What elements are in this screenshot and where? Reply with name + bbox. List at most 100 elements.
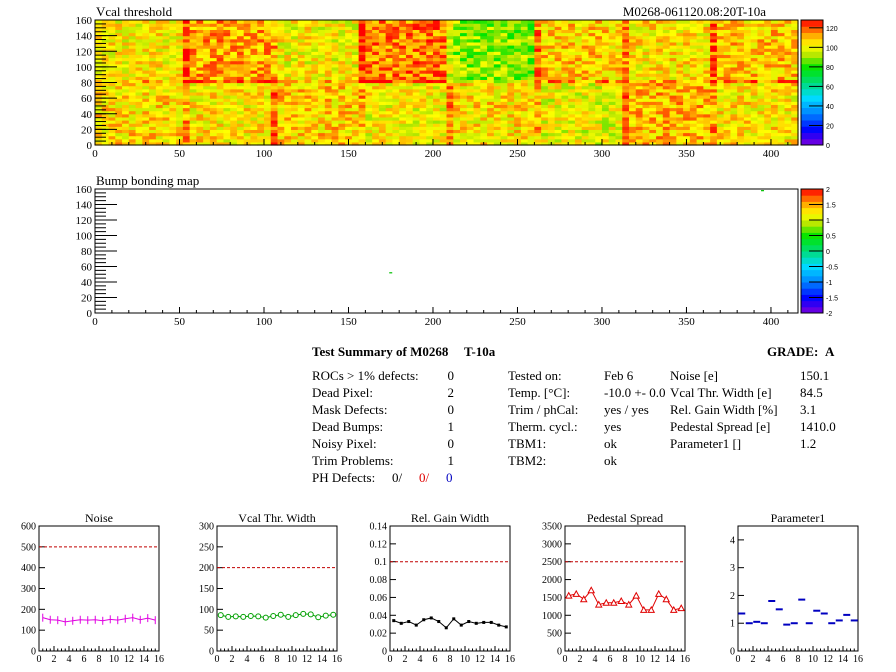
x-tick-label: 6 (433, 654, 438, 665)
data-point (330, 611, 337, 618)
y-tick-label: 0.02 (370, 629, 388, 640)
test-row-label: Tested on: (508, 368, 562, 383)
y-tick-label: 2 (730, 591, 735, 602)
result-row-value: 1.2 (800, 436, 817, 451)
colorbar-cell (801, 207, 823, 215)
colorbar-tick-label: 1 (826, 218, 830, 225)
data-point (467, 620, 471, 624)
x-tick-label: 14 (139, 654, 149, 665)
result-row-label: Parameter1 [] (670, 436, 742, 451)
y-tick-label: 3 (730, 563, 735, 574)
x-tick-label: 14 (490, 654, 500, 665)
y-tick-label: 1 (730, 619, 735, 630)
small-plot-frame (737, 525, 859, 652)
x-tick-label: 250 (509, 148, 526, 160)
result-row-label: Pedestal Spread [e] (670, 419, 771, 434)
test-row-value: ok (604, 436, 617, 451)
y-tick-label: 140 (76, 200, 93, 212)
y-tick-label: 0 (730, 647, 735, 658)
colorbar-cell (801, 220, 823, 227)
x-tick-label: 16 (154, 654, 164, 665)
colorbar-cell (801, 88, 823, 96)
data-point (277, 611, 284, 618)
colorbar-tick-label: 0 (826, 143, 830, 150)
y-tick-label: 100 (76, 62, 93, 74)
y-tick-label: 0.06 (370, 593, 388, 604)
summary-row-label: Dead Bumps: (312, 419, 384, 434)
colorbar-cell (801, 126, 823, 133)
y-tick-label: 0 (31, 647, 36, 658)
data-point (392, 619, 396, 623)
x-tick-label: 300 (594, 148, 611, 160)
colorbar-tick-label: 100 (826, 45, 838, 52)
x-tick-label: 4 (593, 654, 598, 665)
x-tick-label: 6 (781, 654, 786, 665)
x-tick-label: 0 (37, 654, 42, 665)
small-plot-title: Noise (85, 511, 113, 525)
colorbar-cell (801, 107, 823, 115)
x-tick-label: 6 (82, 654, 87, 665)
x-tick-label: 50 (174, 148, 186, 160)
data-point (609, 598, 618, 606)
ph-defects-value-1: 0/ (392, 470, 403, 485)
data-point (482, 620, 486, 624)
data-point (399, 621, 403, 625)
data-point (474, 621, 478, 625)
y-tick-label: 60 (81, 262, 93, 274)
y-tick-label: 0.14 (370, 522, 388, 533)
x-tick-label: 200 (425, 148, 442, 160)
data-point (594, 600, 603, 608)
data-point (270, 613, 277, 619)
y-tick-label: 0 (209, 647, 214, 658)
x-tick-label: 4 (418, 654, 423, 665)
y-tick-label: 600 (21, 522, 36, 533)
test-row-label: TBM1: (508, 436, 547, 451)
x-tick-label: 14 (665, 654, 675, 665)
data-point (322, 612, 329, 619)
colorbar-cell (801, 101, 823, 108)
y-tick-label: 0 (557, 647, 562, 658)
test-row-value: ok (604, 453, 617, 468)
small-plot-title: Rel. Gain Width (411, 511, 489, 525)
summary-title: Test Summary of M0268 (312, 344, 449, 359)
y-tick-label: 140 (76, 31, 93, 43)
small-plot-frame (38, 525, 160, 652)
test-row-label: Therm. cycl.: (508, 419, 578, 434)
x-tick-label: 2 (230, 654, 235, 665)
data-point (407, 620, 411, 624)
y-tick-label: 100 (21, 626, 36, 637)
test-row-value: -10.0 +- 0.0 (604, 385, 666, 400)
y-tick-label: 250 (199, 542, 214, 553)
x-tick-label: 400 (763, 316, 780, 328)
colorbar-cell (801, 95, 823, 102)
colorbar-cell (801, 113, 823, 121)
x-tick-label: 8 (796, 654, 801, 665)
data-point (459, 623, 463, 627)
y-tick-label: 0.12 (370, 539, 388, 550)
colorbar-cell (801, 38, 823, 46)
test-row-value: yes / yes (604, 402, 649, 417)
summary-row-value: 0 (447, 368, 455, 383)
colorbar-cell (801, 70, 823, 77)
x-tick-label: 16 (853, 654, 863, 665)
x-tick-label: 0 (563, 654, 568, 665)
ph-defects-label: PH Defects: (312, 470, 376, 485)
summary-row-value: 0 (447, 402, 455, 417)
data-point (437, 620, 441, 624)
data-point (247, 613, 254, 619)
test-row-value: Feb 6 (604, 368, 634, 383)
data-point (217, 612, 224, 619)
x-tick-label: 400 (763, 148, 780, 160)
x-tick-label: 150 (340, 316, 357, 328)
colorbar-cell (801, 300, 823, 308)
colorbar-tick-label: 20 (826, 123, 834, 130)
x-tick-label: 10 (635, 654, 645, 665)
x-tick-label: 14 (317, 654, 327, 665)
data-point (285, 613, 292, 620)
y-tick-label: 4 (730, 535, 735, 546)
y-tick-label: 120 (76, 46, 93, 58)
colorbar-cell (801, 275, 823, 283)
test-row-label: Trim / phCal: (508, 402, 579, 417)
result-row-label: Noise [e] (670, 368, 719, 383)
colorbar-cell (801, 45, 823, 52)
